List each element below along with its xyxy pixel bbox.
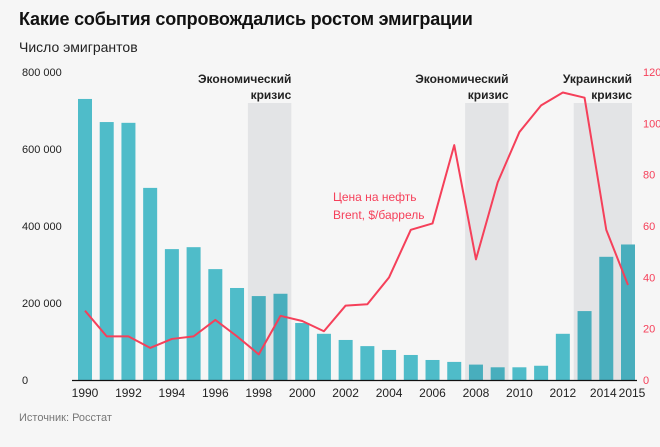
x-axis-tick: 2002	[332, 386, 359, 400]
crisis-label: кризис	[251, 88, 292, 102]
line-label: Brent, $/баррель	[333, 208, 425, 222]
bar	[143, 187, 158, 380]
right-axis-tick: 60	[643, 221, 655, 233]
bar	[403, 354, 418, 380]
bar	[621, 244, 635, 380]
left-axis-tick: 0	[22, 375, 28, 387]
left-axis-tick: 800 000	[22, 67, 62, 79]
chart-title: Какие события сопровождались ростом эмиг…	[19, 9, 473, 29]
x-axis-tick: 2014	[590, 386, 617, 400]
x-axis-tick: 2015	[619, 386, 646, 400]
bar	[164, 249, 179, 380]
right-axis-tick: 120	[643, 67, 660, 79]
source-note: Источник: Росстат	[19, 412, 112, 424]
x-axis-tick: 2004	[376, 386, 403, 400]
oil-price-line	[84, 91, 629, 356]
bar	[447, 361, 462, 380]
right-axis-tick: 100	[643, 118, 660, 130]
line-label: Цена на нефть	[333, 190, 416, 204]
x-axis-tick: 1990	[72, 386, 99, 400]
x-axis-tick: 2006	[419, 386, 446, 400]
crisis-label: кризис	[468, 88, 509, 102]
bar	[230, 287, 245, 380]
bar	[490, 367, 505, 380]
left-axis-tick: 200 000	[22, 298, 62, 310]
x-axis-tick: 1996	[202, 386, 229, 400]
bar	[121, 122, 136, 380]
bar	[577, 311, 592, 380]
crisis-label: Экономический	[415, 72, 508, 86]
bar	[468, 364, 483, 380]
bar	[251, 296, 266, 380]
crisis-label: Украинский	[563, 72, 632, 86]
crisis-label: Экономический	[198, 72, 291, 86]
right-axis-tick: 80	[643, 170, 655, 182]
bar	[425, 359, 440, 380]
bar	[599, 256, 614, 380]
right-axis-tick: 0	[643, 375, 649, 387]
bar	[295, 323, 310, 380]
bar	[512, 367, 527, 380]
right-axis-tick: 40	[643, 272, 655, 284]
bar	[534, 365, 549, 380]
x-axis-tick: 2008	[463, 386, 490, 400]
x-axis-tick: 2012	[549, 386, 576, 400]
bar	[208, 269, 223, 380]
left-axis-tick: 400 000	[22, 221, 62, 233]
x-axis-tick: 2010	[506, 386, 533, 400]
x-axis-tick: 1998	[245, 386, 272, 400]
bar	[338, 339, 353, 380]
bar	[186, 247, 201, 380]
bar	[78, 98, 92, 380]
x-axis-tick: 1992	[115, 386, 142, 400]
bar	[99, 122, 114, 381]
x-axis-tick: 1994	[159, 386, 186, 400]
chart-subtitle: Число эмигрантов	[19, 39, 138, 55]
left-axis-tick: 600 000	[22, 144, 62, 156]
crisis-label: кризис	[591, 88, 632, 102]
bar	[382, 349, 397, 380]
bar	[360, 346, 375, 380]
bar	[555, 333, 570, 380]
bar	[273, 293, 288, 380]
bar	[316, 333, 331, 380]
x-axis-tick: 2000	[289, 386, 316, 400]
right-axis-tick: 20	[643, 324, 655, 336]
